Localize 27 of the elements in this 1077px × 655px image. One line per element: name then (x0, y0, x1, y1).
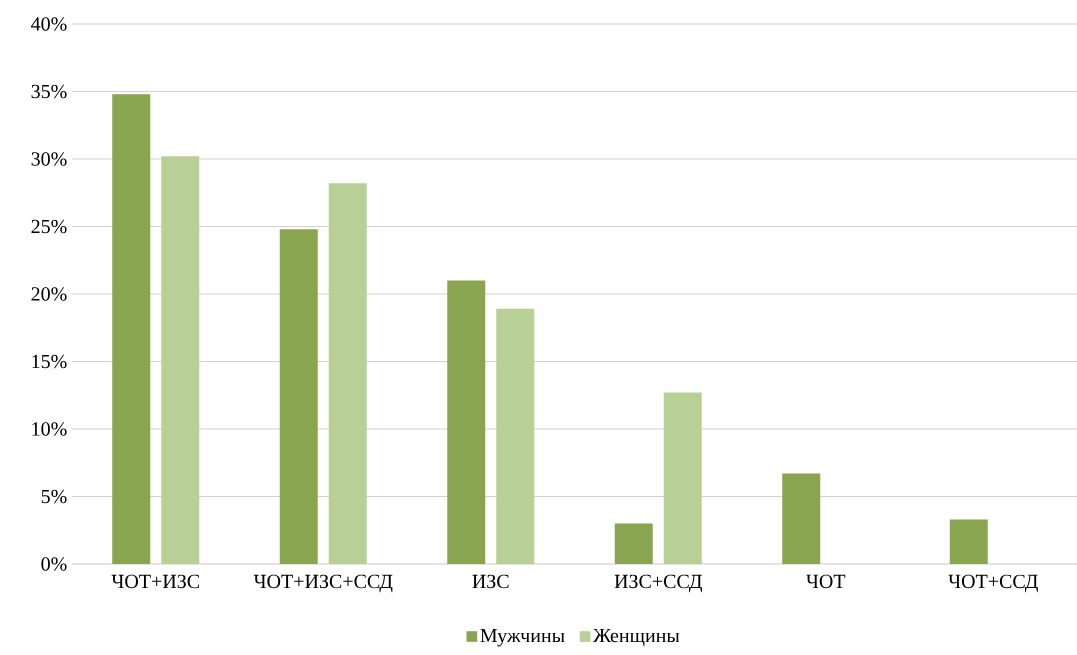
y-tick-label: 0% (41, 557, 67, 571)
bar (663, 392, 702, 564)
bar (161, 156, 200, 564)
y-tick-label: 10% (32, 422, 67, 436)
y-tick-label: 5% (41, 489, 67, 504)
bar (447, 280, 486, 564)
bar (949, 519, 988, 564)
x-tick-label: ЧОТ+ИЗС (111, 574, 200, 589)
x-tick-label: ЧОТ (806, 574, 846, 589)
bar (614, 523, 653, 564)
y-tick-label: 35% (31, 84, 67, 99)
bar (496, 308, 535, 564)
x-tick-label: ИЗС (472, 574, 509, 589)
bar (279, 229, 318, 564)
y-tick-label: 20% (31, 287, 67, 301)
y-tick-label: 25% (31, 219, 67, 234)
x-tick-label: ЧОТ+ИЗС+ССД (253, 574, 393, 593)
x-tick-label: ИЗС+ССД (614, 574, 702, 593)
legend-label: Женщины (593, 628, 680, 647)
bar (112, 94, 151, 564)
y-tick-label: 40% (31, 17, 67, 31)
x-tick-label: ЧОТ+ССД (948, 574, 1038, 593)
y-tick-label: 30% (31, 152, 67, 166)
y-tick-label: 15% (32, 354, 67, 369)
legend-label: Мужчины (480, 628, 565, 647)
bar (328, 183, 367, 564)
bar (782, 473, 821, 564)
